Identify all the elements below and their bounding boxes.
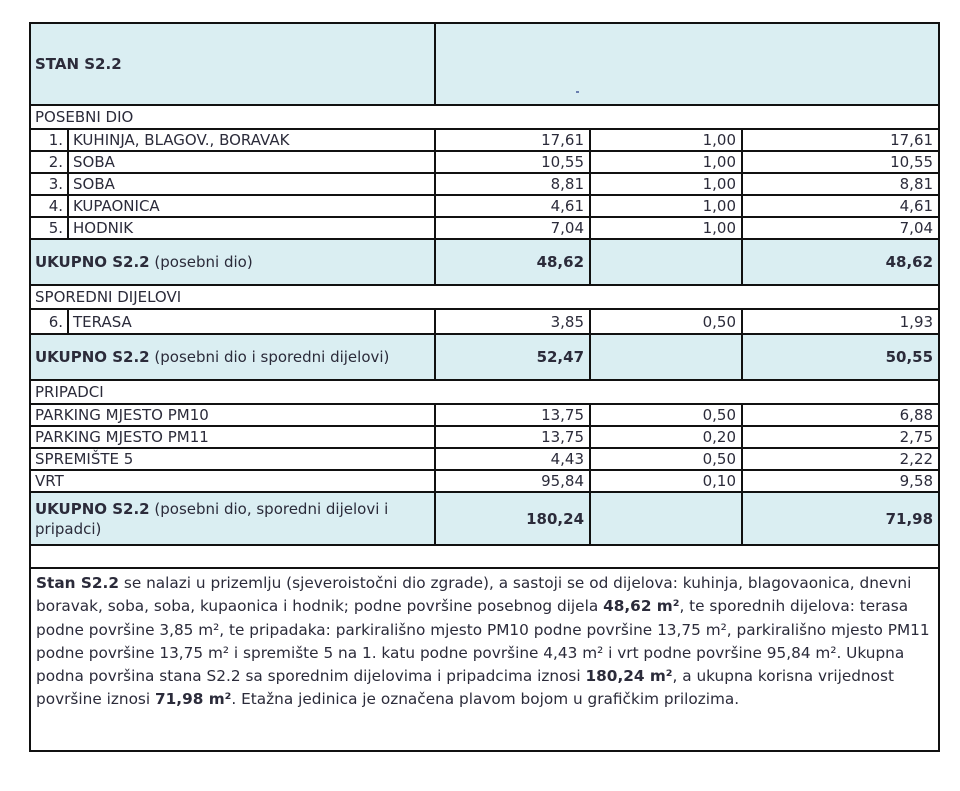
- header-empty-cell: [434, 22, 941, 106]
- description-row: Stan S2.2 se nalazi u prizemlju (sjevero…: [28, 567, 941, 752]
- spacer-row: [28, 544, 941, 569]
- apartment-title: STAN S2.2: [28, 22, 437, 106]
- table-row: 6. TERASA 3,85 0,50 1,93: [29, 308, 941, 335]
- table-row: VRT 95,84 0,10 9,58: [28, 469, 941, 493]
- section-heading-pripadci: PRIPADCI: [28, 379, 941, 405]
- table-row: PARKING MJESTO PM10 13,75 0,50 6,88: [28, 403, 941, 427]
- section-heading-sporedni: SPOREDNI DIJELOVI: [28, 284, 941, 310]
- table-row: 4. KUPAONICA 4,61 1,00 4,61: [29, 194, 941, 218]
- table-row: SPREMIŠTE 5 4,43 0,50 2,22: [28, 447, 941, 471]
- table-row: PARKING MJESTO PM11 13,75 0,20 2,75: [28, 425, 941, 449]
- table-row: 5. HODNIK 7,04 1,00 7,04: [29, 216, 941, 240]
- total-row-posebni: UKUPNO S2.2 (posebni dio) 48,62 48,62: [28, 238, 941, 286]
- table-row: 2. SOBA 10,55 1,00 10,55: [29, 150, 941, 174]
- table-row: 1. KUHINJA, BLAGOV., BORAVAK 17,61 1,00 …: [29, 128, 941, 152]
- header-row: STAN S2.2: [28, 22, 941, 106]
- stray-dot: [576, 91, 580, 93]
- description-text: Stan S2.2 se nalazi u prizemlju (sjevero…: [28, 567, 941, 752]
- total-row-sporedni: UKUPNO S2.2 (posebni dio i sporedni dije…: [28, 333, 941, 381]
- total-row-pripadci: UKUPNO S2.2 (posebni dio, sporedni dijel…: [28, 491, 941, 546]
- apartment-area-table: STAN S2.2 POSEBNI DIO 1. KUHINJA, BLAGOV…: [28, 22, 941, 752]
- section-heading-posebni: POSEBNI DIO: [28, 104, 941, 130]
- table-row: 3. SOBA 8,81 1,00 8,81: [29, 172, 941, 196]
